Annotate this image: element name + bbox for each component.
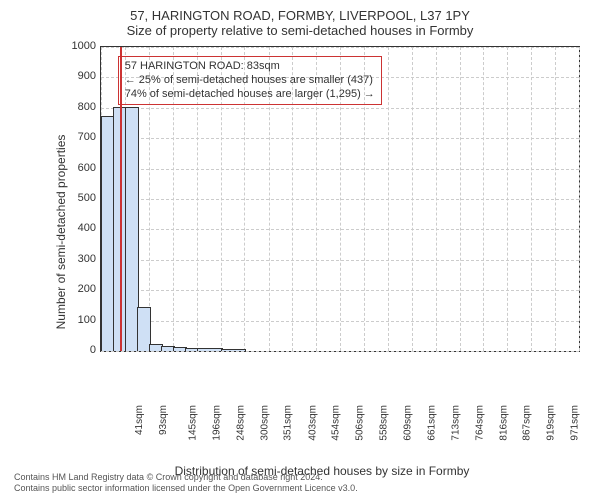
x-tick: 816sqm xyxy=(498,405,509,441)
annotation-box: 57 HARINGTON ROAD: 83sqm← 25% of semi-de… xyxy=(118,56,382,105)
x-tick: 661sqm xyxy=(426,405,437,441)
annotation-line: 74% of semi-detached houses are larger (… xyxy=(125,88,375,102)
histogram-bar xyxy=(221,349,247,351)
x-tick: 506sqm xyxy=(355,405,366,441)
y-tick: 500 xyxy=(66,192,96,204)
x-tick: 454sqm xyxy=(331,405,342,441)
x-tick: 248sqm xyxy=(235,405,246,441)
footnote: Contains HM Land Registry data © Crown c… xyxy=(14,472,358,494)
y-tick: 800 xyxy=(66,101,96,113)
y-tick: 0 xyxy=(66,344,96,356)
y-tick: 900 xyxy=(66,70,96,82)
x-tick: 764sqm xyxy=(474,405,485,441)
x-tick: 300sqm xyxy=(259,405,270,441)
x-tick: 971sqm xyxy=(570,405,581,441)
annotation-line: ← 25% of semi-detached houses are smalle… xyxy=(125,74,375,88)
x-tick: 41sqm xyxy=(134,405,145,435)
y-tick: 100 xyxy=(66,314,96,326)
footnote-line1: Contains HM Land Registry data © Crown c… xyxy=(14,472,358,483)
chart-title-line1: 57, HARINGTON ROAD, FORMBY, LIVERPOOL, L… xyxy=(14,8,586,23)
x-tick: 609sqm xyxy=(402,405,413,441)
x-tick: 403sqm xyxy=(307,405,318,441)
x-tick: 145sqm xyxy=(188,405,199,441)
x-tick: 196sqm xyxy=(211,405,222,441)
histogram-bar xyxy=(197,348,223,351)
x-tick: 558sqm xyxy=(379,405,390,441)
plot-area: 57 HARINGTON ROAD: 83sqm← 25% of semi-de… xyxy=(100,46,580,352)
x-tick: 93sqm xyxy=(158,405,169,435)
chart-title-line2: Size of property relative to semi-detach… xyxy=(14,23,586,38)
y-tick: 200 xyxy=(66,283,96,295)
chart-container: 57, HARINGTON ROAD, FORMBY, LIVERPOOL, L… xyxy=(0,0,600,500)
x-tick: 351sqm xyxy=(283,405,294,441)
annotation-line: 57 HARINGTON ROAD: 83sqm xyxy=(125,60,375,74)
y-tick: 1000 xyxy=(66,40,96,52)
chart-zone: Number of semi-detached properties 01002… xyxy=(64,42,580,422)
x-tick: 919sqm xyxy=(546,405,557,441)
y-tick: 600 xyxy=(66,162,96,174)
x-tick: 867sqm xyxy=(522,405,533,441)
y-tick: 700 xyxy=(66,131,96,143)
y-tick: 300 xyxy=(66,253,96,265)
x-tick: 713sqm xyxy=(451,405,462,441)
footnote-line2: Contains public sector information licen… xyxy=(14,483,358,494)
y-tick: 400 xyxy=(66,222,96,234)
